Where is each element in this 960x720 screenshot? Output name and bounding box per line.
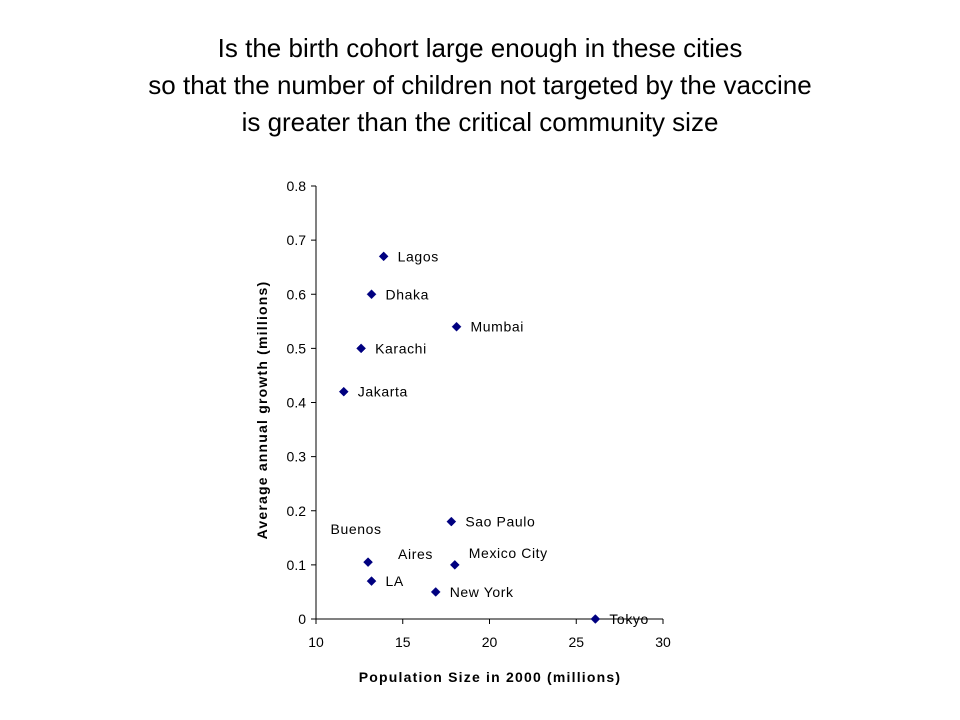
data-point [378,251,389,262]
y-tick-label: 0.7 [287,232,307,248]
title-line-1: Is the birth cohort large enough in thes… [217,33,743,63]
x-tick-label: 20 [482,634,498,650]
data-point [430,587,441,597]
data-point [356,343,366,354]
data-point [366,289,377,300]
data-point [446,516,457,527]
x-tick-label: 10 [308,634,324,650]
point-label: Mexico City [469,545,548,561]
title-line-2: so that the number of children not targe… [148,70,812,100]
y-tick-label: 0 [298,611,306,627]
title-line-3: is greater than the critical community s… [241,107,719,137]
point-label: Aires [398,546,433,562]
y-tick-label: 0.1 [287,557,307,573]
point-label: Dhaka [386,286,429,302]
data-point [451,321,462,332]
point-label: Tokyo [609,611,649,627]
slide-title: Is the birth cohort large enough in thes… [0,30,960,141]
data-point [449,560,460,570]
x-tick-label: 15 [395,634,411,650]
point-label: Buenos [331,521,382,537]
point-label: Mumbai [471,319,524,335]
chart-points [338,251,601,624]
y-axis-label: Average annual growth (millions) [254,281,270,540]
chart-ticks: 0 0.1 0.2 0.3 0.4 0.5 0.6 0.7 0.8 10 15 20 25 30 [287,178,671,650]
y-tick-label: 0.3 [287,449,307,465]
x-axis-label: Population Size in 2000 (millions) [359,669,622,685]
point-label: Lagos [398,248,439,264]
point-label: New York [450,584,514,600]
point-label: Sao Paulo [465,514,535,530]
x-tick-label: 30 [655,634,671,650]
data-point [363,557,373,568]
data-point [338,386,349,397]
y-tick-label: 0.6 [287,286,307,302]
y-tick-label: 0.5 [287,340,307,356]
y-tick-label: 0.4 [287,395,307,411]
y-tick-label: 0.8 [287,178,307,194]
point-label: Jakarta [358,384,408,400]
x-tick-label: 25 [568,634,584,650]
chart-point-labels: Lagos Dhaka Mumbai Karachi Jakarta Sao Paulo B… [331,248,649,627]
y-tick-label: 0.2 [287,503,307,519]
point-label: LA [386,573,404,589]
point-label: Karachi [375,340,427,356]
data-point [366,576,377,586]
data-point [590,614,601,624]
